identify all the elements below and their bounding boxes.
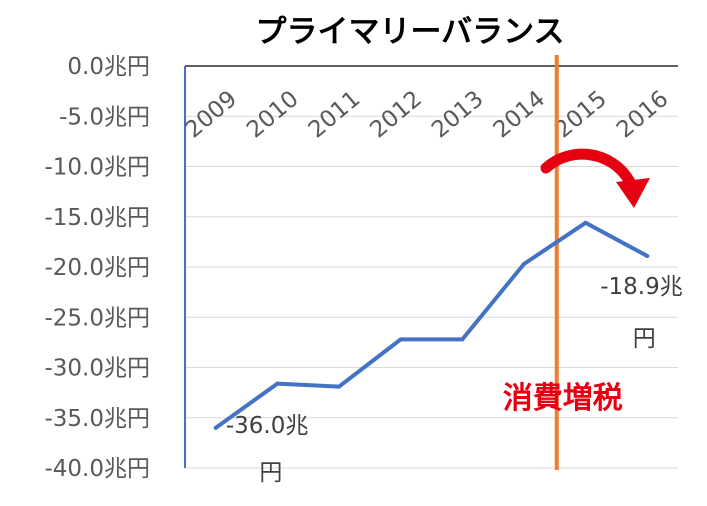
y-tick-labels: 0.0兆円 -5.0兆円 -10.0兆円 -15.0兆円 -20.0兆円 -25.0兆円 -…: [44, 54, 150, 482]
x-tick-label: 2013: [427, 86, 489, 144]
series-layer: [213, 220, 650, 430]
data-point: [521, 261, 526, 266]
arrow-head: [616, 178, 650, 208]
x-tick-label: 2009: [181, 86, 243, 144]
data-point: [583, 220, 588, 225]
data-point: [645, 253, 650, 258]
data-label-unit: 円: [259, 460, 282, 486]
y-tick-label: -40.0兆円: [44, 456, 150, 482]
series-line: [213, 220, 650, 430]
y-tick-label: -5.0兆円: [59, 104, 150, 130]
data-point: [460, 337, 465, 342]
y-tick-label: -35.0兆円: [44, 406, 150, 432]
x-tick-label: 2011: [304, 86, 366, 144]
data-point: [275, 381, 280, 386]
annotation-label: 消費増税: [503, 381, 623, 416]
x-tick-label: 2010: [242, 86, 304, 144]
curved-arrow: [540, 148, 636, 188]
axis-layer: [184, 65, 678, 468]
data-label-layer: -36.0兆円-18.9兆円: [226, 274, 683, 486]
data-point: [398, 337, 403, 342]
grid-layer: [185, 115, 678, 469]
data-label: -18.9兆: [600, 274, 683, 300]
x-tick-label: 2015: [550, 86, 612, 144]
y-tick-label: -15.0兆円: [44, 205, 150, 231]
data-label-unit: 円: [633, 326, 656, 352]
data-point: [337, 384, 342, 389]
y-tick-label: -25.0兆円: [44, 305, 150, 331]
x-tick-label: 2012: [365, 86, 427, 144]
data-point: [213, 425, 218, 430]
x-tick-label: 2014: [489, 86, 551, 144]
y-tick-label: 0.0兆円: [67, 54, 150, 80]
y-tick-label: -30.0兆円: [44, 356, 150, 382]
x-tick-labels: 2009 2010 2011 2012 2013 2014 2015 2016: [181, 86, 674, 144]
y-tick-label: -10.0兆円: [44, 155, 150, 181]
annotation-layer: 消費増税: [503, 55, 650, 470]
x-tick-label: 2016: [612, 86, 674, 144]
data-label: -36.0兆: [226, 413, 309, 439]
chart-title: プライマリーバランス: [255, 14, 564, 50]
y-tick-label: -20.0兆円: [44, 255, 150, 281]
